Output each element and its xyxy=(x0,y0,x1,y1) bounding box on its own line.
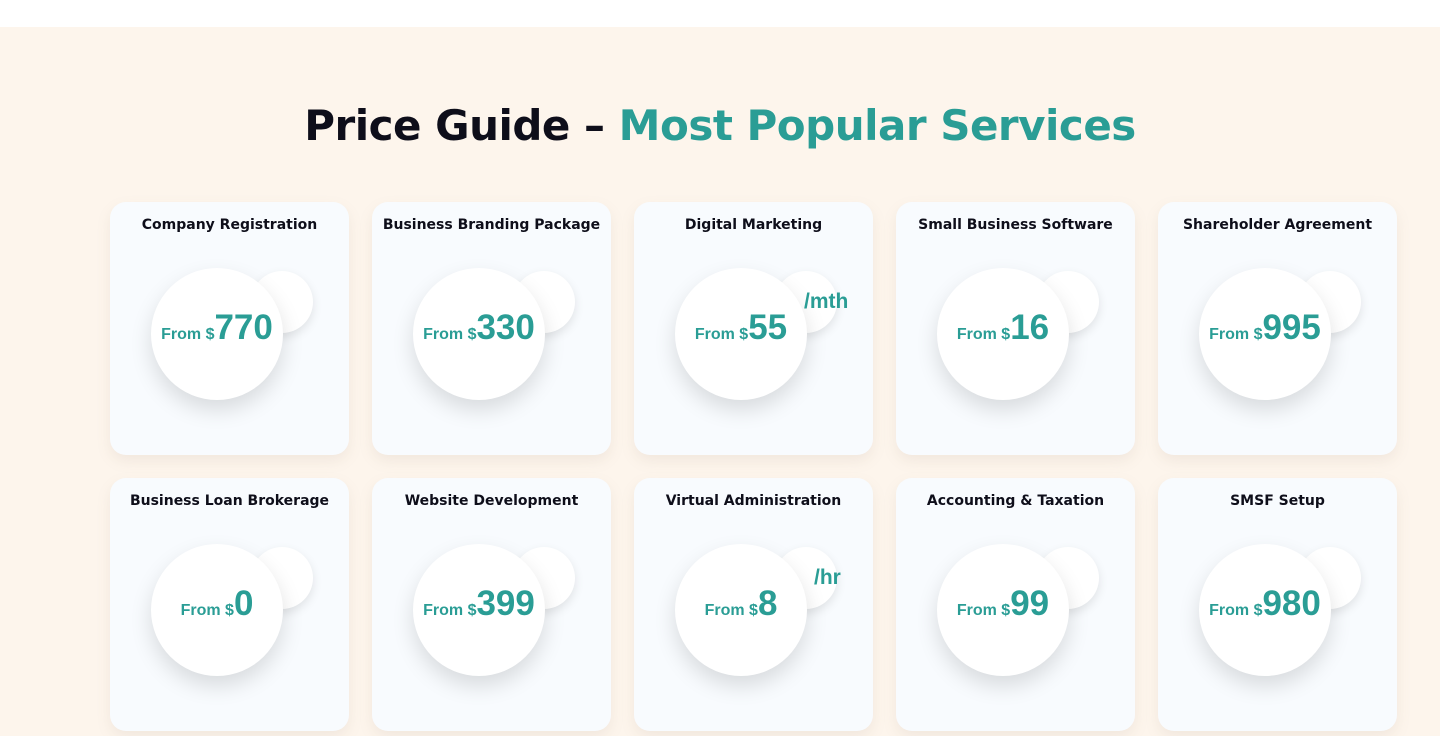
price-suffix: /hr xyxy=(814,566,841,589)
price-amount: 980 xyxy=(1262,584,1321,623)
price: From $55 xyxy=(675,308,807,348)
price-suffix: /mth xyxy=(804,290,849,313)
price: From $399 xyxy=(413,584,545,624)
price-amount: 55 xyxy=(748,308,788,347)
price-guide-section: Price Guide – Most Popular Services Comp… xyxy=(0,27,1440,736)
price: From $995 xyxy=(1199,308,1331,348)
price-amount: 770 xyxy=(214,308,273,347)
price-card[interactable]: SMSF Setup From $980 xyxy=(1158,478,1397,731)
card-title: Shareholder Agreement xyxy=(1182,217,1373,233)
card-title: Website Development xyxy=(404,493,579,509)
price-circle: From $770 xyxy=(151,268,283,400)
price-card[interactable]: Business Loan Brokerage From $0 xyxy=(110,478,349,731)
price-amount: 399 xyxy=(476,584,535,623)
price: From $330 xyxy=(413,308,545,348)
price-amount: 16 xyxy=(1010,308,1050,347)
price-amount: 330 xyxy=(476,308,535,347)
price-circle: From $99 xyxy=(937,544,1069,676)
price-circle: From $330 xyxy=(413,268,545,400)
price-from-label: From $ xyxy=(956,326,1011,343)
price: From $0 xyxy=(151,584,283,624)
price: From $8 xyxy=(675,584,807,624)
price-from-label: From $ xyxy=(161,326,215,343)
price: From $16 xyxy=(937,308,1069,348)
price: From $770 xyxy=(151,308,283,348)
price-circle: From $995 xyxy=(1199,268,1331,400)
price-from-label: From $ xyxy=(956,602,1011,619)
price-from-label: From $ xyxy=(1209,326,1263,343)
price-amount: 995 xyxy=(1262,308,1321,347)
title-accent: Most Popular Services xyxy=(618,101,1137,150)
card-title: Accounting & Taxation xyxy=(926,493,1105,509)
price: From $99 xyxy=(937,584,1069,624)
price-circle: From $16 xyxy=(937,268,1069,400)
page-title: Price Guide – Most Popular Services xyxy=(0,101,1440,150)
price-from-label: From $ xyxy=(694,326,749,343)
price-card[interactable]: Virtual Administration From $8 /hr xyxy=(634,478,873,731)
price-circle: From $8 xyxy=(675,544,807,676)
price-card[interactable]: Company Registration From $770 xyxy=(110,202,349,455)
price-card[interactable]: Accounting & Taxation From $99 xyxy=(896,478,1135,731)
price-amount: 0 xyxy=(233,584,254,623)
price-circle: From $399 xyxy=(413,544,545,676)
price-from-label: From $ xyxy=(1209,602,1263,619)
price-card[interactable]: Small Business Software From $16 xyxy=(896,202,1135,455)
card-title: Digital Marketing xyxy=(684,217,823,233)
card-title: SMSF Setup xyxy=(1230,493,1325,509)
price-card[interactable]: Website Development From $399 xyxy=(372,478,611,731)
price-circle: From $55 xyxy=(675,268,807,400)
price-circle: From $0 xyxy=(151,544,283,676)
card-title: Small Business Software xyxy=(918,217,1113,233)
price: From $980 xyxy=(1199,584,1331,624)
price-card[interactable]: Shareholder Agreement From $995 xyxy=(1158,202,1397,455)
card-title: Virtual Administration xyxy=(665,493,842,509)
card-title: Business Loan Brokerage xyxy=(129,493,330,509)
price-from-label: From $ xyxy=(423,326,477,343)
price-card[interactable]: Digital Marketing From $55 /mth xyxy=(634,202,873,455)
price-card-grid: Company Registration From $770 Business … xyxy=(110,202,1397,731)
price-amount: 99 xyxy=(1010,584,1050,623)
title-main: Price Guide – xyxy=(304,101,619,150)
price-from-label: From $ xyxy=(704,602,758,619)
price-card[interactable]: Business Branding Package From $330 xyxy=(372,202,611,455)
price-circle: From $980 xyxy=(1199,544,1331,676)
price-from-label: From $ xyxy=(423,602,477,619)
price-amount: 8 xyxy=(757,584,778,623)
price-from-label: From $ xyxy=(180,602,234,619)
card-title: Company Registration xyxy=(141,217,318,233)
card-title: Business Branding Package xyxy=(382,217,601,233)
